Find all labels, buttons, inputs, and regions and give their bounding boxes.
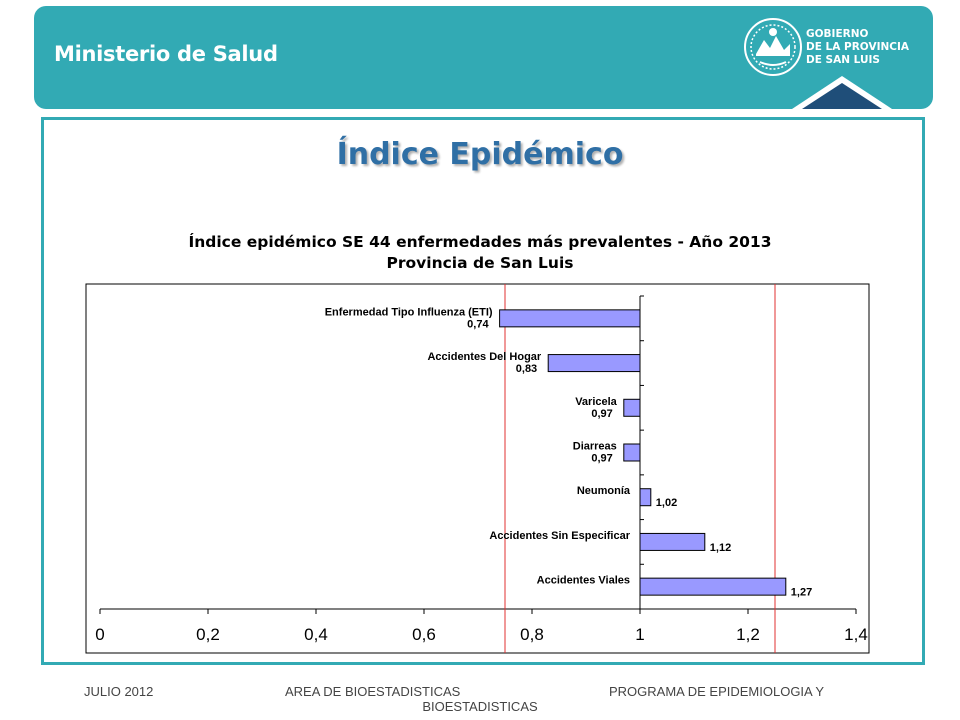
x-tick-label: 1 bbox=[635, 625, 644, 644]
category-label: Enfermedad Tipo Influenza (ETI) bbox=[325, 306, 493, 318]
bar bbox=[639, 577, 787, 596]
value-label: 0,83 bbox=[516, 363, 537, 375]
banner-tab-decoration bbox=[792, 76, 892, 109]
chart-title: Índice epidémico SE 44 enfermedades más … bbox=[188, 233, 772, 272]
x-tick-label: 0 bbox=[95, 625, 104, 644]
footer-program: PROGRAMA DE EPIDEMIOLOGIA Y bbox=[609, 684, 825, 699]
bar bbox=[499, 309, 641, 328]
plot-area bbox=[85, 283, 870, 654]
ministry-title: Ministerio de Salud bbox=[54, 42, 278, 66]
category-label: Neumonía bbox=[577, 485, 631, 497]
x-tick-label: 0,6 bbox=[412, 625, 436, 644]
bar bbox=[623, 443, 641, 462]
value-label: 1,12 bbox=[710, 542, 731, 554]
value-label: 0,97 bbox=[591, 453, 612, 465]
value-label: 0,97 bbox=[591, 408, 612, 420]
x-tick-label: 1,4 bbox=[844, 625, 868, 644]
category-label: Accidentes Viales bbox=[537, 575, 630, 587]
x-tick-label: 0,4 bbox=[304, 625, 328, 644]
page-title: Índice Epidémico bbox=[336, 137, 624, 172]
government-label: GOBIERNO DE LA PROVINCIA DE SAN LUIS bbox=[806, 28, 910, 66]
footer-date: JULIO 2012 bbox=[84, 684, 154, 699]
category-label: Accidentes Del Hogar bbox=[427, 351, 541, 363]
bar bbox=[623, 398, 641, 417]
x-tick-label: 0,8 bbox=[520, 625, 544, 644]
province-seal-icon bbox=[744, 18, 802, 76]
value-label: 1,02 bbox=[656, 497, 677, 509]
header-banner: Ministerio de Salud GOBIERNO DE LA PROVI… bbox=[34, 6, 933, 109]
value-label: 1,27 bbox=[791, 587, 812, 599]
category-label: Varicela bbox=[575, 396, 617, 408]
bar bbox=[639, 488, 652, 507]
x-tick-label: 1,2 bbox=[736, 625, 760, 644]
value-label: 0,74 bbox=[467, 318, 489, 330]
x-tick-label: 0,2 bbox=[196, 625, 220, 644]
bar bbox=[639, 532, 706, 551]
footer-area: AREA DE BIOESTADISTICAS BIOESTADISTICAS bbox=[285, 684, 538, 714]
category-label: Diarreas bbox=[573, 441, 617, 453]
content-frame bbox=[41, 117, 925, 665]
category-label: Accidentes Sin Especificar bbox=[489, 530, 630, 542]
bar bbox=[547, 354, 641, 373]
